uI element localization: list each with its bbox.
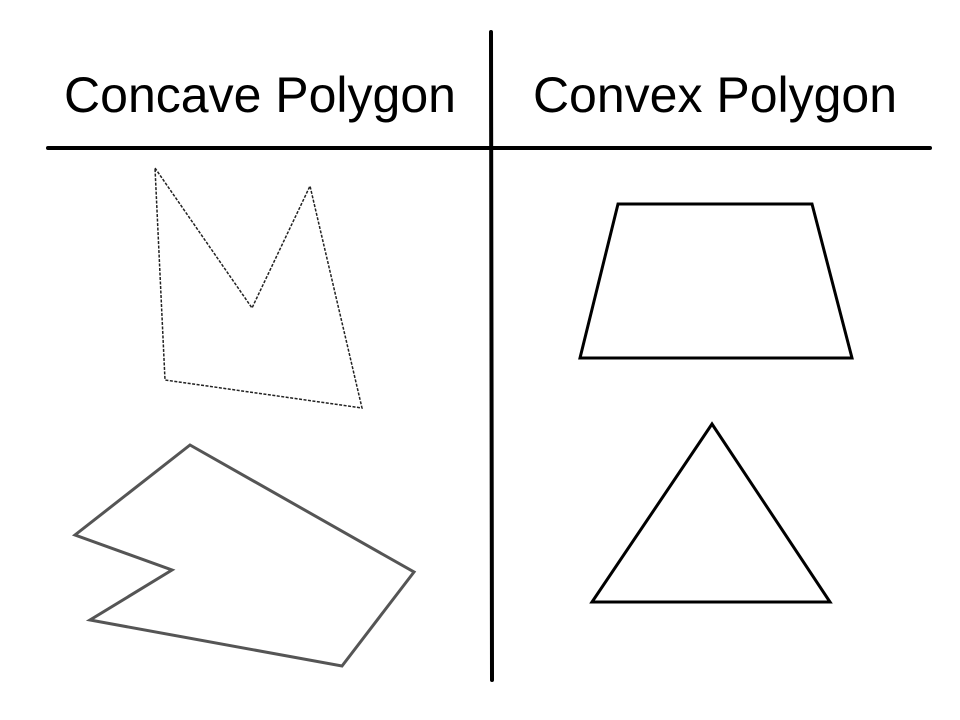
- vertical-divider: [489, 30, 494, 682]
- convex-triangle: [589, 421, 833, 604]
- convex-heading: Convex Polygon: [532, 67, 898, 123]
- concave-m-shape: [154, 165, 363, 409]
- concave-arrow-shape: [71, 443, 417, 668]
- concave-heading: Concave Polygon: [64, 67, 456, 123]
- convex-trapezoid: [578, 202, 854, 360]
